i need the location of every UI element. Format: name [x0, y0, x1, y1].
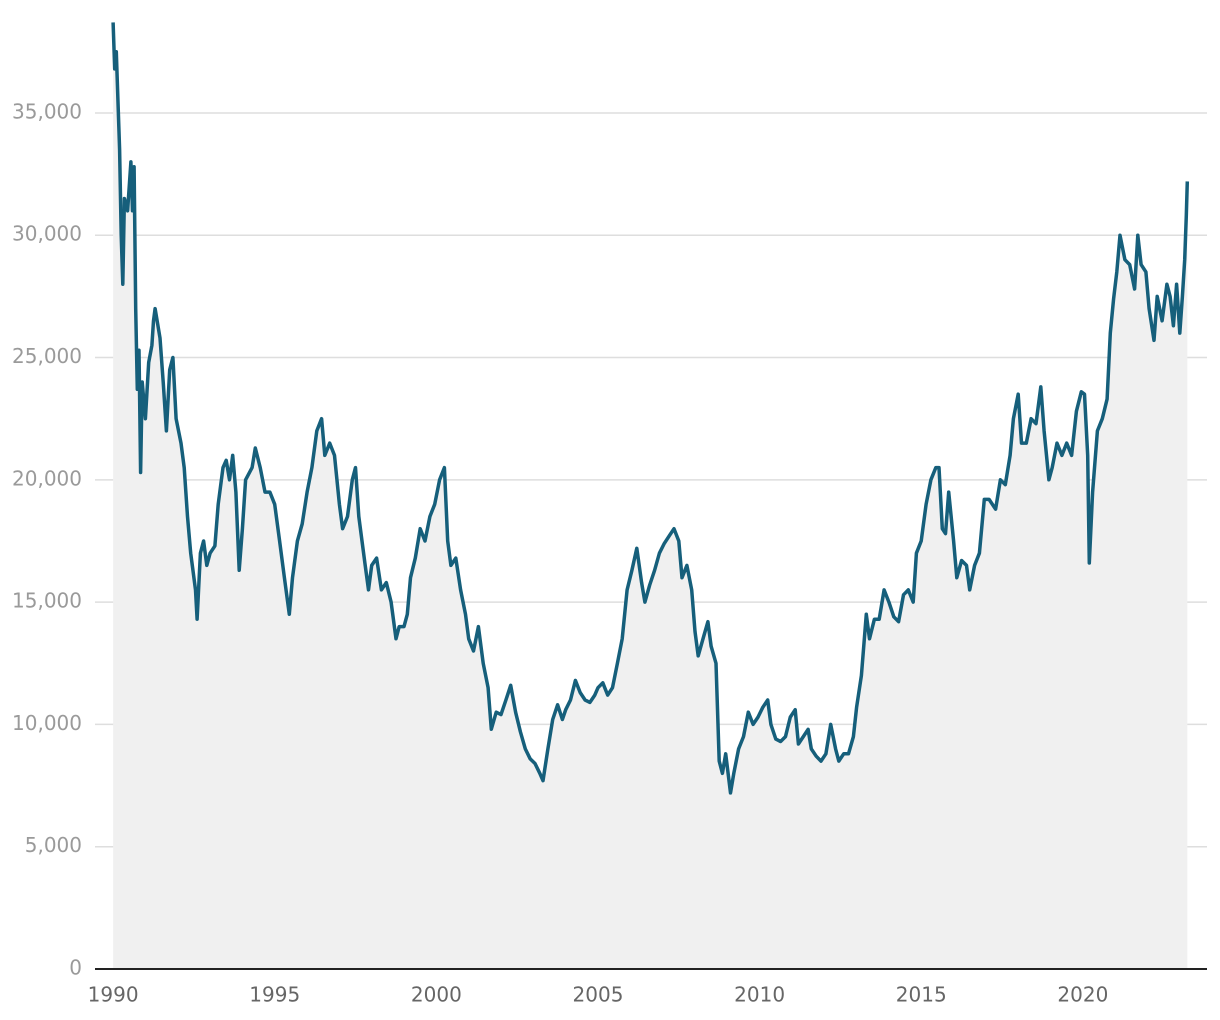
- x-tick-label: 2010: [734, 983, 785, 1007]
- area: [113, 22, 1188, 969]
- y-tick-label: 5,000: [25, 833, 82, 857]
- y-tick-label: 35,000: [12, 99, 82, 123]
- x-tick-label: 2000: [411, 983, 462, 1007]
- x-tick-label: 1990: [88, 983, 139, 1007]
- x-tick-label: 2005: [573, 983, 624, 1007]
- x-tick-label: 2020: [1057, 983, 1108, 1007]
- y-tick-label: 10,000: [12, 711, 82, 735]
- line: [111, 22, 1190, 795]
- x-tick-label: 1995: [249, 983, 300, 1007]
- y-tick-label: 25,000: [12, 344, 82, 368]
- y-tick-label: 30,000: [12, 222, 82, 246]
- x-tick-label: 2015: [896, 983, 947, 1007]
- y-tick-label: 20,000: [12, 466, 82, 490]
- y-tick-label: 15,000: [12, 589, 82, 613]
- y-tick-label: 0: [69, 956, 82, 980]
